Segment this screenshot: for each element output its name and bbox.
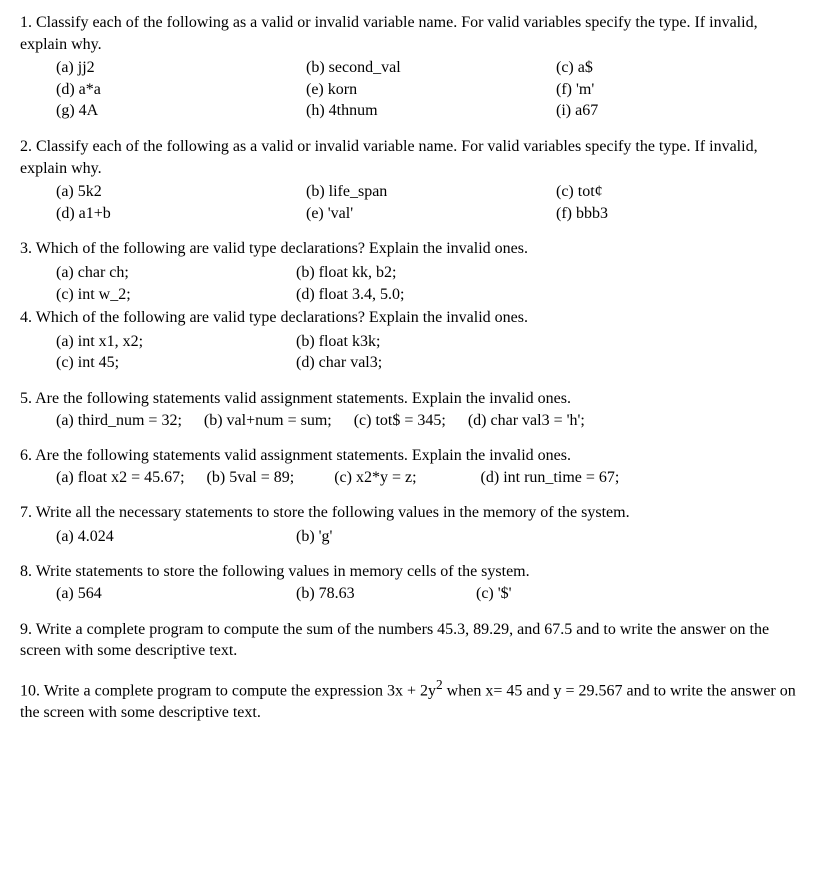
q6-options: (a) float x2 = 45.67; (b) 5val = 89; (c)… xyxy=(56,467,806,489)
q3-c: (c) int w_2; xyxy=(56,284,296,306)
q2-options: (a) 5k2 (d) a1+b (b) life_span (e) 'val'… xyxy=(56,181,806,224)
q4-col2: (b) float k3k; (d) char val3; xyxy=(296,331,806,374)
q3-options: (a) char ch; (c) int w_2; (b) float kk, … xyxy=(56,262,806,305)
q5-c: (c) tot$ = 345; xyxy=(354,410,446,432)
q2-f: (f) bbb3 xyxy=(556,203,806,225)
question-7: 7. Write all the necessary statements to… xyxy=(20,502,806,547)
question-4: 4. Which of the following are valid type… xyxy=(20,307,806,374)
q2-c: (c) tot¢ xyxy=(556,181,806,203)
q7-a: (a) 4.024 xyxy=(56,526,296,548)
q8-options: (a) 564 (b) 78.63 (c) '$' xyxy=(56,583,806,605)
q2-b: (b) life_span xyxy=(306,181,556,203)
q6-b: (b) 5val = 89; xyxy=(207,467,295,489)
question-3: 3. Which of the following are valid type… xyxy=(20,238,806,305)
q6-d: (d) int run_time = 67; xyxy=(481,467,620,489)
q1-e: (e) korn xyxy=(306,79,556,101)
q1-b: (b) second_val xyxy=(306,57,556,79)
q8-c: (c) '$' xyxy=(476,583,806,605)
q4-a: (a) int x1, x2; xyxy=(56,331,296,353)
q1-col3: (c) a$ (f) 'm' (i) a67 xyxy=(556,57,806,122)
q10-sup: 2 xyxy=(436,677,443,692)
q1-a: (a) jj2 xyxy=(56,57,306,79)
q3-stem: 3. Which of the following are valid type… xyxy=(20,238,806,260)
q3-a: (a) char ch; xyxy=(56,262,296,284)
q4-b: (b) float k3k; xyxy=(296,331,806,353)
q1-col1: (a) jj2 (d) a*a (g) 4A xyxy=(56,57,306,122)
q2-col3: (c) tot¢ (f) bbb3 xyxy=(556,181,806,224)
q10-stem: 10. Write a complete program to compute … xyxy=(20,676,806,724)
question-8: 8. Write statements to store the followi… xyxy=(20,561,806,604)
q4-stem: 4. Which of the following are valid type… xyxy=(20,307,806,329)
q7-stem: 7. Write all the necessary statements to… xyxy=(20,502,806,524)
q5-options: (a) third_num = 32; (b) val+num = sum; (… xyxy=(56,410,806,432)
q1-c: (c) a$ xyxy=(556,57,806,79)
q10-stem-a: 10. Write a complete program to compute … xyxy=(20,682,436,699)
q1-h: (h) 4thnum xyxy=(306,100,556,122)
question-1: 1. Classify each of the following as a v… xyxy=(20,12,806,122)
q8-stem: 8. Write statements to store the followi… xyxy=(20,561,806,583)
q4-c: (c) int 45; xyxy=(56,352,296,374)
q6-a: (a) float x2 = 45.67; xyxy=(56,467,185,489)
q8-b: (b) 78.63 xyxy=(296,583,476,605)
q1-d: (d) a*a xyxy=(56,79,306,101)
q2-d: (d) a1+b xyxy=(56,203,306,225)
q5-d: (d) char val3 = 'h'; xyxy=(468,410,585,432)
q6-c: (c) x2*y = z; xyxy=(334,467,416,489)
q8-a: (a) 564 xyxy=(56,583,296,605)
q5-a: (a) third_num = 32; xyxy=(56,410,182,432)
question-5: 5. Are the following statements valid as… xyxy=(20,388,806,431)
q7-b: (b) 'g' xyxy=(296,526,806,548)
q2-col1: (a) 5k2 (d) a1+b xyxy=(56,181,306,224)
q4-options: (a) int x1, x2; (c) int 45; (b) float k3… xyxy=(56,331,806,374)
q2-stem: 2. Classify each of the following as a v… xyxy=(20,136,806,179)
q6-stem: 6. Are the following statements valid as… xyxy=(20,445,806,467)
q3-b: (b) float kk, b2; xyxy=(296,262,806,284)
question-6: 6. Are the following statements valid as… xyxy=(20,445,806,488)
q7-col1: (a) 4.024 xyxy=(56,526,296,548)
q3-d: (d) float 3.4, 5.0; xyxy=(296,284,806,306)
q4-d: (d) char val3; xyxy=(296,352,806,374)
q1-i: (i) a67 xyxy=(556,100,806,122)
question-10: 10. Write a complete program to compute … xyxy=(20,676,806,724)
q3-col2: (b) float kk, b2; (d) float 3.4, 5.0; xyxy=(296,262,806,305)
q4-col1: (a) int x1, x2; (c) int 45; xyxy=(56,331,296,374)
question-2: 2. Classify each of the following as a v… xyxy=(20,136,806,224)
question-9: 9. Write a complete program to compute t… xyxy=(20,619,806,662)
q2-col2: (b) life_span (e) 'val' xyxy=(306,181,556,224)
q5-b: (b) val+num = sum; xyxy=(204,410,332,432)
q2-e: (e) 'val' xyxy=(306,203,556,225)
q3-col1: (a) char ch; (c) int w_2; xyxy=(56,262,296,305)
q1-g: (g) 4A xyxy=(56,100,306,122)
q1-stem: 1. Classify each of the following as a v… xyxy=(20,12,806,55)
q2-a: (a) 5k2 xyxy=(56,181,306,203)
q1-col2: (b) second_val (e) korn (h) 4thnum xyxy=(306,57,556,122)
q7-options: (a) 4.024 (b) 'g' xyxy=(56,526,806,548)
q1-options: (a) jj2 (d) a*a (g) 4A (b) second_val (e… xyxy=(56,57,806,122)
q1-f: (f) 'm' xyxy=(556,79,806,101)
q9-stem: 9. Write a complete program to compute t… xyxy=(20,619,806,662)
q7-col2: (b) 'g' xyxy=(296,526,806,548)
q5-stem: 5. Are the following statements valid as… xyxy=(20,388,806,410)
